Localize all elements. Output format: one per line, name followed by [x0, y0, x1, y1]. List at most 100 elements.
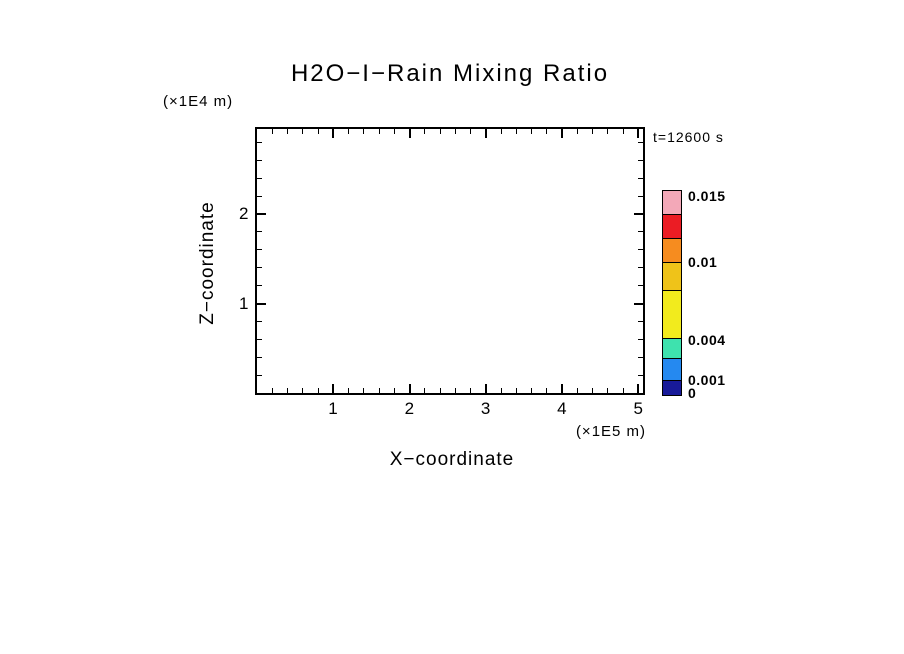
y-major-tick [257, 213, 266, 216]
x-minor-tick [424, 388, 426, 393]
colorbar-label: 0.004 [688, 332, 726, 348]
x-major-tick [408, 384, 411, 393]
x-minor-tick [592, 129, 594, 134]
y-minor-tick [638, 195, 643, 197]
x-minor-tick [515, 129, 517, 134]
x-major-tick [637, 384, 640, 393]
x-minor-tick [470, 129, 472, 134]
y-minor-tick [638, 249, 643, 251]
x-minor-tick [515, 388, 517, 393]
x-minor-tick [454, 388, 456, 393]
colorbar-segment-spring-green [663, 339, 681, 359]
colorbar-label: 0.001 [688, 372, 726, 388]
x-tick-label: 5 [633, 399, 644, 418]
x-minor-tick [531, 129, 533, 134]
y-minor-tick [257, 267, 262, 269]
y-minor-tick [257, 195, 262, 197]
chart-title: H2O−I−Rain Mixing Ratio [290, 60, 610, 87]
y-minor-tick [257, 338, 262, 340]
y-minor-tick [638, 285, 643, 287]
x-minor-tick [271, 129, 273, 134]
x-major-tick [484, 129, 487, 138]
x-minor-tick [592, 388, 594, 393]
x-minor-tick [531, 388, 533, 393]
y-minor-tick [638, 141, 643, 143]
x-minor-tick [302, 388, 304, 393]
x-tick-label: 2 [404, 399, 415, 418]
x-minor-tick [470, 388, 472, 393]
x-minor-tick [607, 129, 609, 134]
y-tick-label: 2 [239, 204, 249, 224]
x-major-tick [332, 129, 335, 138]
colorbar-segment-orange [663, 239, 681, 263]
y-minor-tick [638, 231, 643, 233]
x-minor-tick [271, 388, 273, 393]
colorbar-segment-blue [663, 359, 681, 381]
x-minor-tick [317, 129, 319, 134]
x-minor-tick [439, 129, 441, 134]
x-minor-tick [348, 388, 350, 393]
x-minor-tick [576, 388, 578, 393]
y-tick-label: 1 [239, 293, 249, 313]
colorbar-segment-pink [663, 191, 681, 215]
x-minor-tick [576, 129, 578, 134]
colorbar-label: 0.01 [688, 254, 718, 270]
x-minor-tick [363, 129, 365, 134]
colorbar-segment-yellow [663, 291, 681, 339]
y-minor-tick [638, 267, 643, 269]
x-minor-tick [622, 388, 624, 393]
x-axis-label: X−coordinate [389, 449, 515, 470]
y-minor-tick [257, 285, 262, 287]
plot-area [255, 127, 645, 395]
y-minor-tick [257, 159, 262, 161]
x-tick-label: 1 [328, 399, 339, 418]
y-minor-tick [638, 356, 643, 358]
y-minor-tick [257, 231, 262, 233]
x-minor-tick [454, 129, 456, 134]
x-major-tick [561, 384, 564, 393]
colorbar-segment-navy [663, 381, 681, 395]
x-minor-tick [622, 129, 624, 134]
y-minor-tick [257, 177, 262, 179]
colorbar-segment-gold [663, 263, 681, 291]
x-minor-tick [378, 129, 380, 134]
y-axis-label: Z−coordinate [197, 201, 218, 325]
x-minor-tick [317, 388, 319, 393]
x-minor-tick [424, 129, 426, 134]
x-tick-label: 4 [557, 399, 568, 418]
x-minor-tick [287, 388, 288, 393]
x-minor-tick [439, 388, 441, 393]
colorbar-label: 0.015 [688, 188, 726, 204]
x-minor-tick [500, 388, 502, 393]
x-minor-tick [546, 129, 548, 134]
y-minor-tick [638, 338, 643, 340]
y-minor-tick [257, 320, 262, 322]
x-minor-tick [287, 129, 288, 134]
y-axis-unit: (×1E4 m) [163, 93, 234, 110]
colorbar-label: 0 [688, 385, 697, 401]
x-major-tick [332, 384, 335, 393]
x-axis-unit: (×1E5 m) [575, 423, 647, 440]
x-minor-tick [393, 129, 395, 134]
y-minor-tick [638, 159, 643, 161]
time-annotation: t=12600 s [653, 129, 724, 145]
y-major-tick [257, 302, 266, 305]
x-minor-tick [302, 129, 304, 134]
x-major-tick [408, 129, 411, 138]
y-minor-tick [257, 141, 262, 143]
x-minor-tick [348, 129, 350, 134]
colorbar-segment-red [663, 215, 681, 239]
colorbar [662, 190, 682, 396]
x-major-tick [484, 384, 487, 393]
y-major-tick [634, 213, 643, 216]
x-minor-tick [378, 388, 380, 393]
y-minor-tick [638, 374, 643, 376]
y-minor-tick [638, 177, 643, 179]
y-minor-tick [257, 356, 262, 358]
y-minor-tick [257, 249, 262, 251]
y-major-tick [634, 302, 643, 305]
x-major-tick [561, 129, 564, 138]
x-minor-tick [546, 388, 548, 393]
x-major-tick [637, 129, 640, 138]
